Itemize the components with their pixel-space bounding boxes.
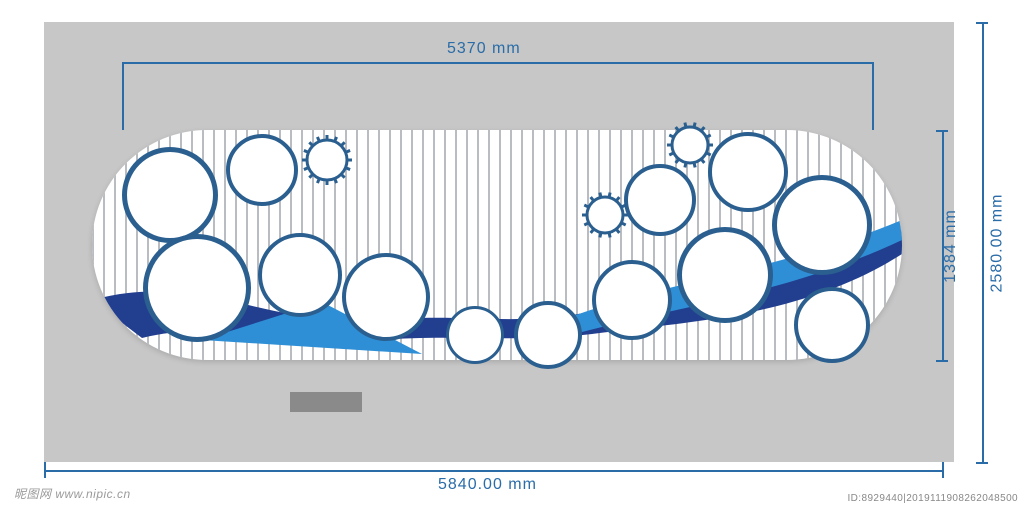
shape-layer [0,0,1024,508]
display-circle [342,253,430,341]
display-circle [258,233,342,317]
display-circle [226,134,298,206]
display-circle [592,260,672,340]
id-text: ID:8929440|2019111908262048500 [848,493,1019,504]
display-circle [143,234,251,342]
display-circle [446,306,504,364]
display-circle [514,301,582,369]
gear-icon [301,134,353,186]
watermark-text: 昵图网 www.nipic.cn [14,485,131,502]
display-circle [624,164,696,236]
gear-icon [581,191,629,239]
display-circle [772,175,872,275]
display-circle [794,287,870,363]
signature-box [290,392,362,412]
drawing-canvas: 5370 mm 5840.00 mm 1384 mm 2580.00 mm 昵图… [0,0,1024,508]
gear-icon [666,121,714,169]
display-circle [677,227,773,323]
display-circle [122,147,218,243]
display-circle [708,132,788,212]
